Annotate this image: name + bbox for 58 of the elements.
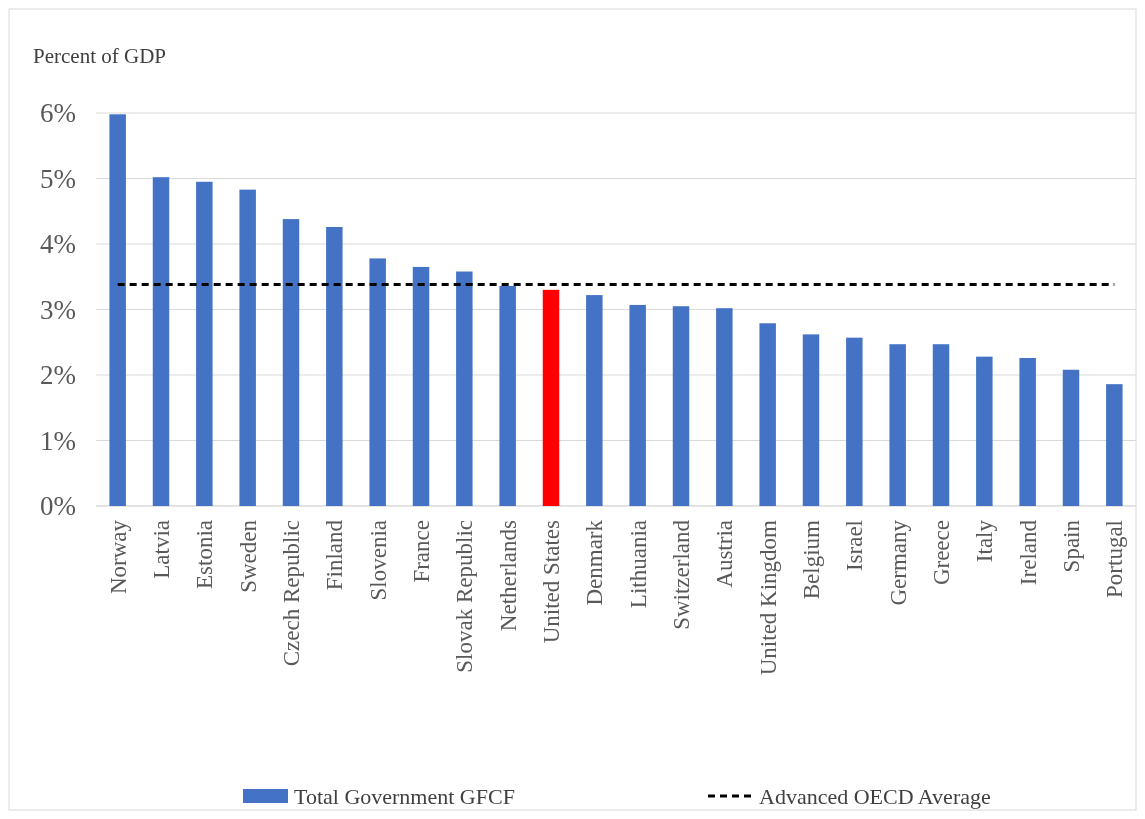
y-tick-label: 3% — [40, 294, 76, 325]
x-tick-label: France — [409, 520, 435, 583]
y-axis-title: Percent of GDP — [33, 44, 166, 68]
x-tick-label: Belgium — [799, 519, 825, 600]
bar — [412, 266, 430, 506]
bar — [326, 226, 343, 506]
x-tick-label: Portugal — [1102, 520, 1128, 598]
x-tick-label: Lithuania — [625, 520, 651, 609]
x-tick-label: Finland — [322, 519, 348, 591]
bar — [499, 285, 516, 506]
bar — [976, 356, 993, 506]
bar — [369, 258, 386, 506]
x-tick-label: Italy — [972, 519, 998, 563]
bar — [716, 308, 733, 506]
y-tick-label: 2% — [40, 360, 76, 391]
bar — [889, 344, 906, 506]
y-tick-label: 0% — [40, 491, 76, 522]
bar — [802, 334, 820, 506]
bar — [759, 323, 776, 506]
x-tick-label: Ireland — [1015, 519, 1041, 586]
x-tick-label: Israel — [842, 520, 868, 572]
bar — [1062, 369, 1080, 506]
y-tick-label: 4% — [40, 229, 76, 260]
x-tick-label: United Kingdom — [755, 519, 781, 676]
x-tick-label: Latvia — [149, 520, 175, 579]
bar — [542, 289, 560, 506]
x-tick-label: Switzerland — [669, 519, 695, 630]
x-tick-label: Germany — [885, 519, 911, 606]
bar — [1019, 357, 1036, 506]
y-tick-label: 6% — [40, 98, 76, 129]
bar — [282, 219, 300, 506]
bar — [932, 344, 950, 506]
x-tick-label: Slovenia — [365, 520, 391, 601]
bar — [456, 271, 473, 506]
x-tick-label: United States — [539, 519, 565, 644]
bar — [196, 181, 213, 506]
bar — [846, 337, 863, 506]
x-tick-label: Estonia — [192, 520, 218, 589]
legend-label: Total Government GFCF — [294, 783, 515, 809]
y-tick-label: 1% — [40, 425, 76, 456]
x-tick-label: Denmark — [582, 519, 608, 606]
x-tick-label: Sweden — [235, 519, 261, 593]
bar — [629, 304, 646, 506]
legend-label: Advanced OECD Average — [759, 783, 991, 809]
x-tick-label: Norway — [105, 519, 131, 595]
bar — [152, 177, 170, 506]
x-tick-label: Austria — [712, 520, 738, 588]
x-tick-label: Netherlands — [495, 519, 521, 632]
y-tick-label: 5% — [40, 163, 76, 194]
bar — [109, 114, 126, 506]
bar — [1106, 384, 1123, 506]
x-tick-label: Spain — [1059, 519, 1085, 573]
bar — [586, 295, 603, 506]
x-tick-label: Slovak Republic — [452, 520, 478, 673]
bar — [239, 189, 256, 506]
x-tick-label: Greece — [929, 520, 955, 586]
bar — [672, 306, 690, 506]
x-tick-label: Czech Republic — [279, 520, 305, 667]
